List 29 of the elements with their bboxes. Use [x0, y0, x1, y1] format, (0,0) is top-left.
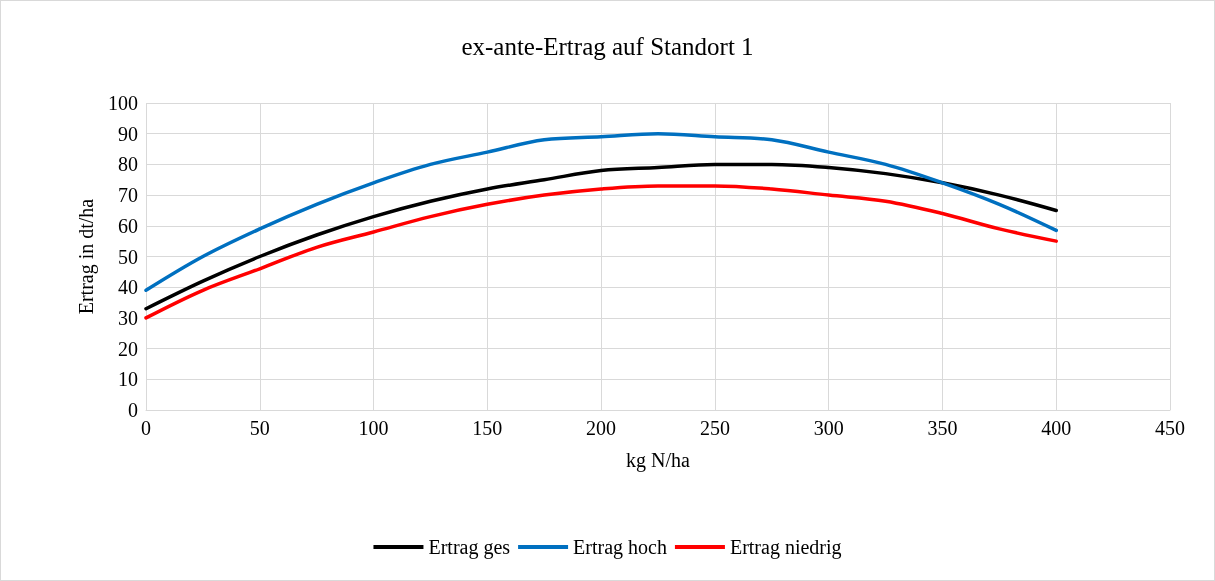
- x-tick-label: 100: [358, 417, 389, 439]
- x-tick-label: 50: [249, 417, 270, 439]
- legend-label: Ertrag hoch: [573, 536, 667, 559]
- x-tick-label: 250: [699, 417, 730, 439]
- x-tick-label: 450: [1155, 417, 1185, 439]
- y-axis-title: Ertrag in dt/ha: [75, 198, 98, 315]
- y-tick-label: 10: [118, 368, 138, 391]
- y-tick-label: 70: [118, 184, 138, 207]
- line-series: [144, 131, 1058, 293]
- legend-label: Ertrag ges: [428, 536, 511, 559]
- x-tick-label: 200: [586, 417, 617, 439]
- y-tick-label: 60: [118, 214, 138, 237]
- y-tick-label: 0: [128, 399, 138, 421]
- y-tick-label: 80: [118, 153, 138, 176]
- y-tick-label: 50: [118, 245, 138, 268]
- x-tick-label: 150: [472, 417, 503, 439]
- y-tick-label: 20: [118, 337, 138, 360]
- y-tick-label: 30: [118, 306, 138, 329]
- x-tick-label: 300: [813, 417, 844, 439]
- chart-title: ex-ante-Ertrag auf Standort 1: [461, 33, 754, 60]
- line-series: [144, 184, 1058, 320]
- y-tick-label: 90: [118, 122, 138, 145]
- x-tick-label: 400: [1041, 417, 1072, 439]
- line-series: [144, 162, 1058, 311]
- x-axis-title: kg N/ha: [626, 449, 691, 472]
- y-tick-label: 100: [108, 92, 138, 114]
- x-tick-label: 350: [927, 417, 958, 439]
- legend-label: Ertrag niedrig: [729, 536, 842, 559]
- y-tick-label: 40: [118, 276, 138, 299]
